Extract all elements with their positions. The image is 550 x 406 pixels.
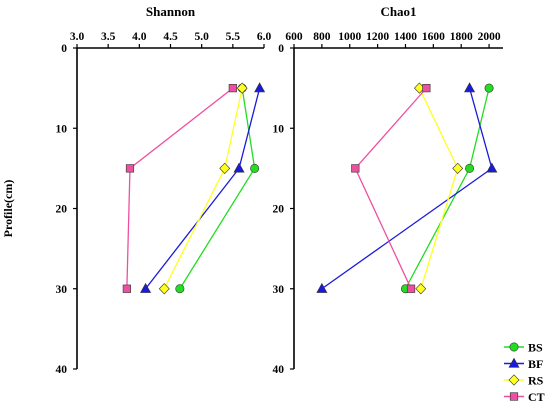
shannon-x-tick-label: 5.0 [194, 31, 209, 43]
legend-item-rs-marker [508, 374, 520, 386]
shannon-x-tick-label: 6.0 [257, 31, 272, 43]
chao1-x-tick-label: 1400 [394, 31, 417, 43]
shannon-y-tick-label: 10 [56, 123, 68, 135]
shannon-series-rs-point [219, 162, 231, 175]
legend-item-ct-marker [509, 392, 519, 401]
legend-item-bf-label: BF [528, 357, 543, 371]
chao1-y-tick-label: 40 [273, 364, 285, 376]
legend: BS BF RS CT [504, 341, 545, 404]
chao1-x-tick-label: 2000 [478, 31, 501, 43]
chao1-x-tick-label: 600 [285, 31, 303, 43]
shannon-series-rs-point [236, 82, 248, 94]
chao1-y-tick-label: 20 [273, 204, 285, 216]
shannon-series-bf-point [254, 82, 266, 93]
chao1-series-rs-point [415, 283, 427, 295]
chao1-series-bf-point [486, 162, 498, 173]
shannon-series-ct-point [122, 284, 131, 293]
chao1-series-rs-line [418, 87, 459, 289]
chao1-y-tick-label: 10 [273, 123, 285, 135]
legend-item-bf-marker [508, 357, 520, 368]
chao1-y-tick-label: 30 [273, 284, 285, 296]
shannon-series-bs-point [175, 284, 185, 294]
legend-item-rs-label: RS [528, 374, 544, 388]
shannon-series-bs-point [250, 163, 260, 173]
chao1-y-tick-label: 0 [278, 43, 284, 55]
shannon-x-tick-label: 4.0 [132, 31, 147, 43]
shannon-x-tick-label: 5.5 [226, 31, 241, 43]
chao1-series-ct-point [406, 284, 416, 293]
chao1-x-tick-label: 1800 [450, 31, 473, 43]
chao1-series-ct-point [422, 84, 431, 93]
y-axis-label: Profile(cm) [1, 180, 15, 238]
legend-item-bs-marker [509, 342, 519, 352]
chao1-title: Chao1 [380, 4, 416, 19]
chao1-series-bs-point [465, 163, 475, 173]
chao1-x-tick-label: 1600 [422, 31, 445, 43]
shannon-title: Shannon [146, 4, 196, 19]
chao1-series-bf-point [464, 82, 476, 93]
chao1-x-tick-label: 1200 [366, 31, 389, 43]
shannon-series-ct-point [125, 164, 135, 173]
shannon-series-rs-point [158, 283, 170, 295]
chao1-series-bf-point [316, 282, 328, 293]
shannon-y-tick-label: 20 [56, 204, 68, 216]
chao1-series-bs-line [404, 87, 490, 290]
shannon-x-tick-label: 3.0 [70, 31, 85, 43]
shannon-y-tick-label: 40 [56, 364, 68, 376]
chao1-series-bf-line [321, 87, 493, 290]
shannon-series-bf-point [140, 282, 152, 293]
legend-item-ct-label: CT [528, 390, 545, 404]
chao1-series-rs-point [452, 162, 464, 175]
chao1-series-ct-line [354, 87, 427, 290]
shannon-series-rs-line [163, 87, 243, 290]
legend-item-bs-label: BS [528, 341, 543, 355]
shannon-series-ct-point [228, 84, 237, 93]
shannon-series-bs-line [179, 88, 256, 290]
shannon-x-tick-label: 3.5 [101, 31, 116, 43]
shannon-x-tick-label: 4.5 [163, 31, 178, 43]
shannon-y-tick-label: 30 [56, 284, 68, 296]
chao1-series-bs-point [484, 83, 494, 93]
chao1-x-tick-label: 1000 [338, 31, 361, 43]
chao1-series-ct-point [351, 164, 360, 173]
chao1-x-tick-label: 800 [313, 31, 331, 43]
shannon-panel: Shannon 3.0 3.5 4.0 4.5 5.0 5.5 6.0 0 10 20 30 40 Pro… [1, 4, 271, 376]
chao1-panel: Chao1 600 800 1000 1200 1400 1600 1800 2000 0 10 20… [273, 4, 503, 376]
shannon-series-bf-point [233, 162, 245, 173]
shannon-y-tick-label: 0 [61, 43, 67, 55]
